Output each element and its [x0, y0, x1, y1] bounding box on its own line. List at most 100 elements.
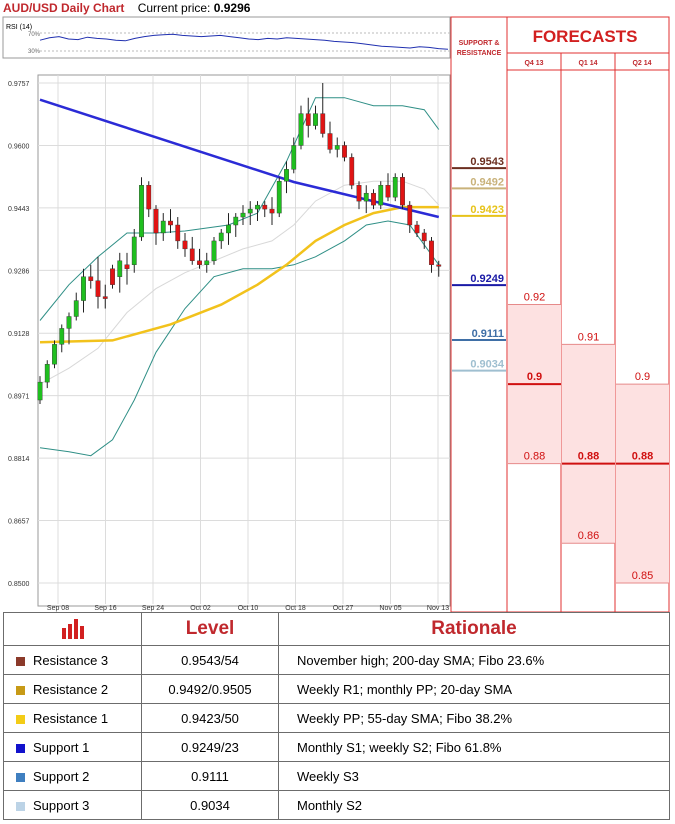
row-name: Support 3	[33, 797, 90, 813]
table-row: Support 2 0.9111 Weekly S3	[3, 761, 670, 791]
candle-body	[117, 260, 123, 277]
line-sma55	[39, 205, 439, 344]
line-sma200	[39, 98, 440, 219]
candle-body	[44, 364, 50, 383]
candle-body	[392, 177, 398, 198]
candle-body	[37, 381, 43, 401]
row-name: Support 1	[33, 739, 90, 755]
candle-body	[226, 224, 231, 234]
candle-body	[139, 185, 144, 238]
table-row: Resistance 3 0.9543/54 November high; 20…	[3, 645, 670, 675]
candle-body	[385, 185, 391, 198]
candle-body	[102, 296, 108, 299]
row-rationale: Monthly S1; weekly S2; Fibo 61.8%	[278, 732, 670, 762]
levels-table: Level Rationale Resistance 3 0.9543/54 N…	[3, 612, 670, 820]
candle-body	[88, 276, 94, 281]
candle-body	[168, 220, 173, 226]
rsi-label: RSI (14)	[6, 24, 32, 31]
chart-title: AUD/USD Daily Chart	[3, 1, 125, 15]
candle-body	[291, 145, 297, 170]
bar-chart-icon	[61, 619, 84, 639]
rationale-column-header: Rationale	[278, 612, 670, 646]
swatch-resistance-2	[16, 685, 25, 695]
x-tick-label: Sep 16	[94, 605, 116, 612]
level-value: 0.9423	[470, 204, 504, 216]
forecast-ranges: 0.92 0.9 0.88 0.91 0.88 0.86 0.9 0.88 0.85	[508, 292, 669, 584]
candle-body	[160, 220, 166, 234]
candle-body	[334, 145, 340, 150]
candle-body	[95, 280, 101, 297]
candle-body	[320, 113, 326, 134]
candle-body	[378, 185, 384, 206]
level-value: 0.9249	[470, 273, 504, 285]
x-axis: Sep 08 Sep 16 Sep 24 Oct 02 Oct 10 Oct 18 Oct …	[47, 605, 449, 612]
x-tick-label: Oct 27	[333, 605, 354, 612]
forecast-col-q4-13: Q4 13	[524, 60, 543, 67]
candle-body	[66, 316, 72, 329]
candle-body	[175, 224, 181, 242]
y-tick-label: 0.9286	[8, 268, 30, 275]
swatch-support-1	[16, 743, 25, 753]
table-icon-cell	[3, 612, 142, 646]
line-bb-lower	[39, 220, 440, 457]
x-tick-label: Nov 05	[379, 605, 401, 612]
chart-header: AUD/USD Daily Chart Current price: 0.929…	[3, 1, 250, 15]
candle-body	[233, 216, 239, 226]
candle-body	[371, 192, 376, 206]
candle-body	[255, 204, 260, 210]
y-tick-label: 0.9128	[8, 331, 30, 338]
levels-header-1: SUPPORT &	[459, 40, 500, 47]
forecast-value: 0.92	[524, 292, 545, 304]
row-rationale: Weekly R1; monthly PP; 20-day SMA	[278, 674, 670, 704]
candle-body	[414, 224, 420, 234]
forecast-range	[562, 344, 615, 544]
row-name: Resistance 3	[33, 652, 109, 668]
table-row: Support 3 0.9034 Monthly S2	[3, 790, 670, 820]
row-level: 0.9492/0.9505	[141, 674, 279, 704]
forecasts-title: FORECASTS	[533, 27, 638, 46]
candle-body	[313, 113, 318, 126]
candle-body	[407, 204, 413, 226]
candle-body	[276, 181, 282, 214]
row-level: 0.9034	[141, 790, 279, 820]
swatch-support-3	[16, 801, 25, 811]
forecast-value: 0.9	[527, 371, 542, 383]
x-tick-label: Nov 13	[427, 605, 449, 612]
row-rationale: November high; 200-day SMA; Fibo 23.6%	[278, 645, 670, 675]
candle-body	[429, 240, 434, 265]
indicator-lines	[39, 97, 440, 457]
candle-body	[305, 113, 311, 126]
forecast-value: 0.85	[632, 570, 653, 582]
row-rationale: Weekly S3	[278, 761, 670, 791]
x-tick-label: Oct 02	[190, 605, 211, 612]
forecast-col-q2-14: Q2 14	[632, 60, 651, 67]
candle-body	[52, 344, 57, 365]
forecast-range	[616, 384, 669, 583]
candle-body	[131, 236, 137, 265]
row-level: 0.9423/50	[141, 703, 279, 733]
candle-body	[81, 276, 86, 301]
levels-header-2: RESISTANCE	[457, 50, 502, 57]
rsi-lower-label: 30%	[28, 49, 41, 55]
x-tick-label: Oct 10	[238, 605, 259, 612]
candle-body	[189, 248, 195, 262]
chart-area: RSI (14) 70% 30% 0.9757 0.9600 0.9443 0.928…	[2, 16, 670, 612]
forecast-value: 0.9	[635, 371, 650, 383]
y-tick-label: 0.8657	[8, 519, 30, 526]
candle-body	[284, 169, 289, 182]
y-tick-label: 0.9443	[8, 206, 30, 213]
level-column-header: Level	[141, 612, 279, 646]
row-level: 0.9111	[141, 761, 279, 791]
row-rationale: Monthly S2	[278, 790, 670, 820]
candle-body	[421, 232, 427, 242]
candle-body	[211, 240, 217, 262]
x-tick-label: Sep 08	[47, 605, 69, 612]
candle-body	[436, 264, 442, 267]
candle-body	[73, 300, 79, 317]
x-tick-label: Sep 24	[142, 605, 164, 612]
row-level: 0.9543/54	[141, 645, 279, 675]
candle-body	[342, 145, 347, 158]
row-name: Support 2	[33, 768, 90, 784]
candle-body	[146, 185, 152, 210]
swatch-resistance-3	[16, 656, 25, 666]
